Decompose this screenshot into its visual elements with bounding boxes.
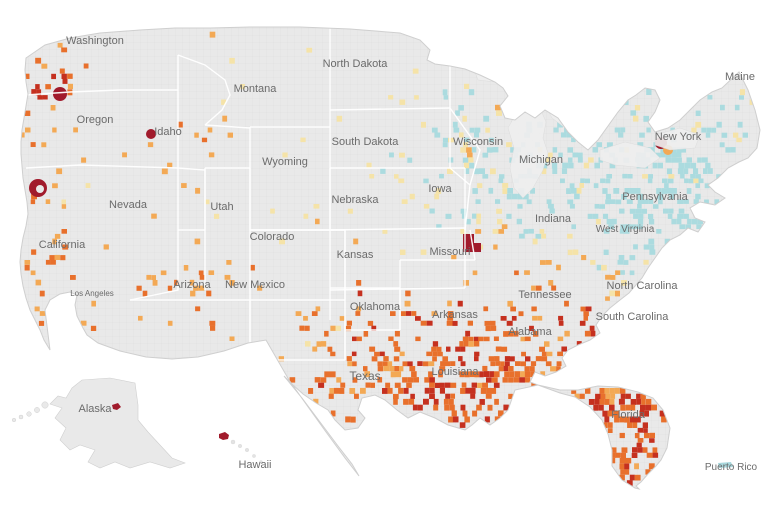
svg-text:Arkansas: Arkansas (432, 309, 478, 321)
svg-text:Nebraska: Nebraska (331, 194, 379, 206)
svg-text:Maine: Maine (725, 71, 755, 83)
svg-text:Montana: Montana (234, 83, 278, 95)
svg-text:Idaho: Idaho (154, 126, 182, 138)
svg-text:Washington: Washington (66, 35, 124, 47)
svg-text:California: California (39, 239, 86, 251)
svg-text:Missouri: Missouri (430, 246, 471, 258)
svg-text:Nevada: Nevada (109, 199, 148, 211)
svg-text:Iowa: Iowa (428, 183, 452, 195)
svg-text:Los Angeles: Los Angeles (70, 289, 114, 298)
svg-text:Indiana: Indiana (535, 213, 572, 225)
svg-text:Oregon: Oregon (77, 114, 114, 126)
svg-text:Alaska: Alaska (78, 403, 112, 415)
svg-text:New Mexico: New Mexico (225, 279, 285, 291)
svg-text:Alabama: Alabama (508, 326, 552, 338)
svg-text:Pennsylvania: Pennsylvania (622, 191, 688, 203)
svg-text:Kansas: Kansas (337, 249, 374, 261)
svg-text:New York: New York (655, 131, 702, 143)
svg-text:Louisiana: Louisiana (431, 366, 479, 378)
svg-text:Utah: Utah (210, 201, 233, 213)
svg-text:South Dakota: South Dakota (332, 136, 400, 148)
svg-text:Michigan: Michigan (519, 154, 563, 166)
svg-text:Texas: Texas (349, 369, 380, 383)
svg-text:Puerto Rico: Puerto Rico (705, 462, 758, 473)
svg-text:West Virginia: West Virginia (596, 224, 655, 235)
svg-text:North Dakota: North Dakota (323, 58, 389, 70)
svg-text:Colorado: Colorado (250, 231, 295, 243)
svg-text:South Carolina: South Carolina (596, 311, 670, 323)
svg-text:Wisconsin: Wisconsin (453, 136, 503, 148)
svg-text:North Carolina: North Carolina (607, 280, 679, 292)
svg-text:Arizona: Arizona (173, 279, 211, 291)
svg-text:Oklahoma: Oklahoma (350, 301, 401, 313)
svg-text:Florida: Florida (611, 409, 646, 421)
svg-text:Hawaii: Hawaii (238, 459, 271, 471)
svg-text:Wyoming: Wyoming (262, 156, 308, 168)
svg-text:Tennessee: Tennessee (518, 289, 571, 301)
